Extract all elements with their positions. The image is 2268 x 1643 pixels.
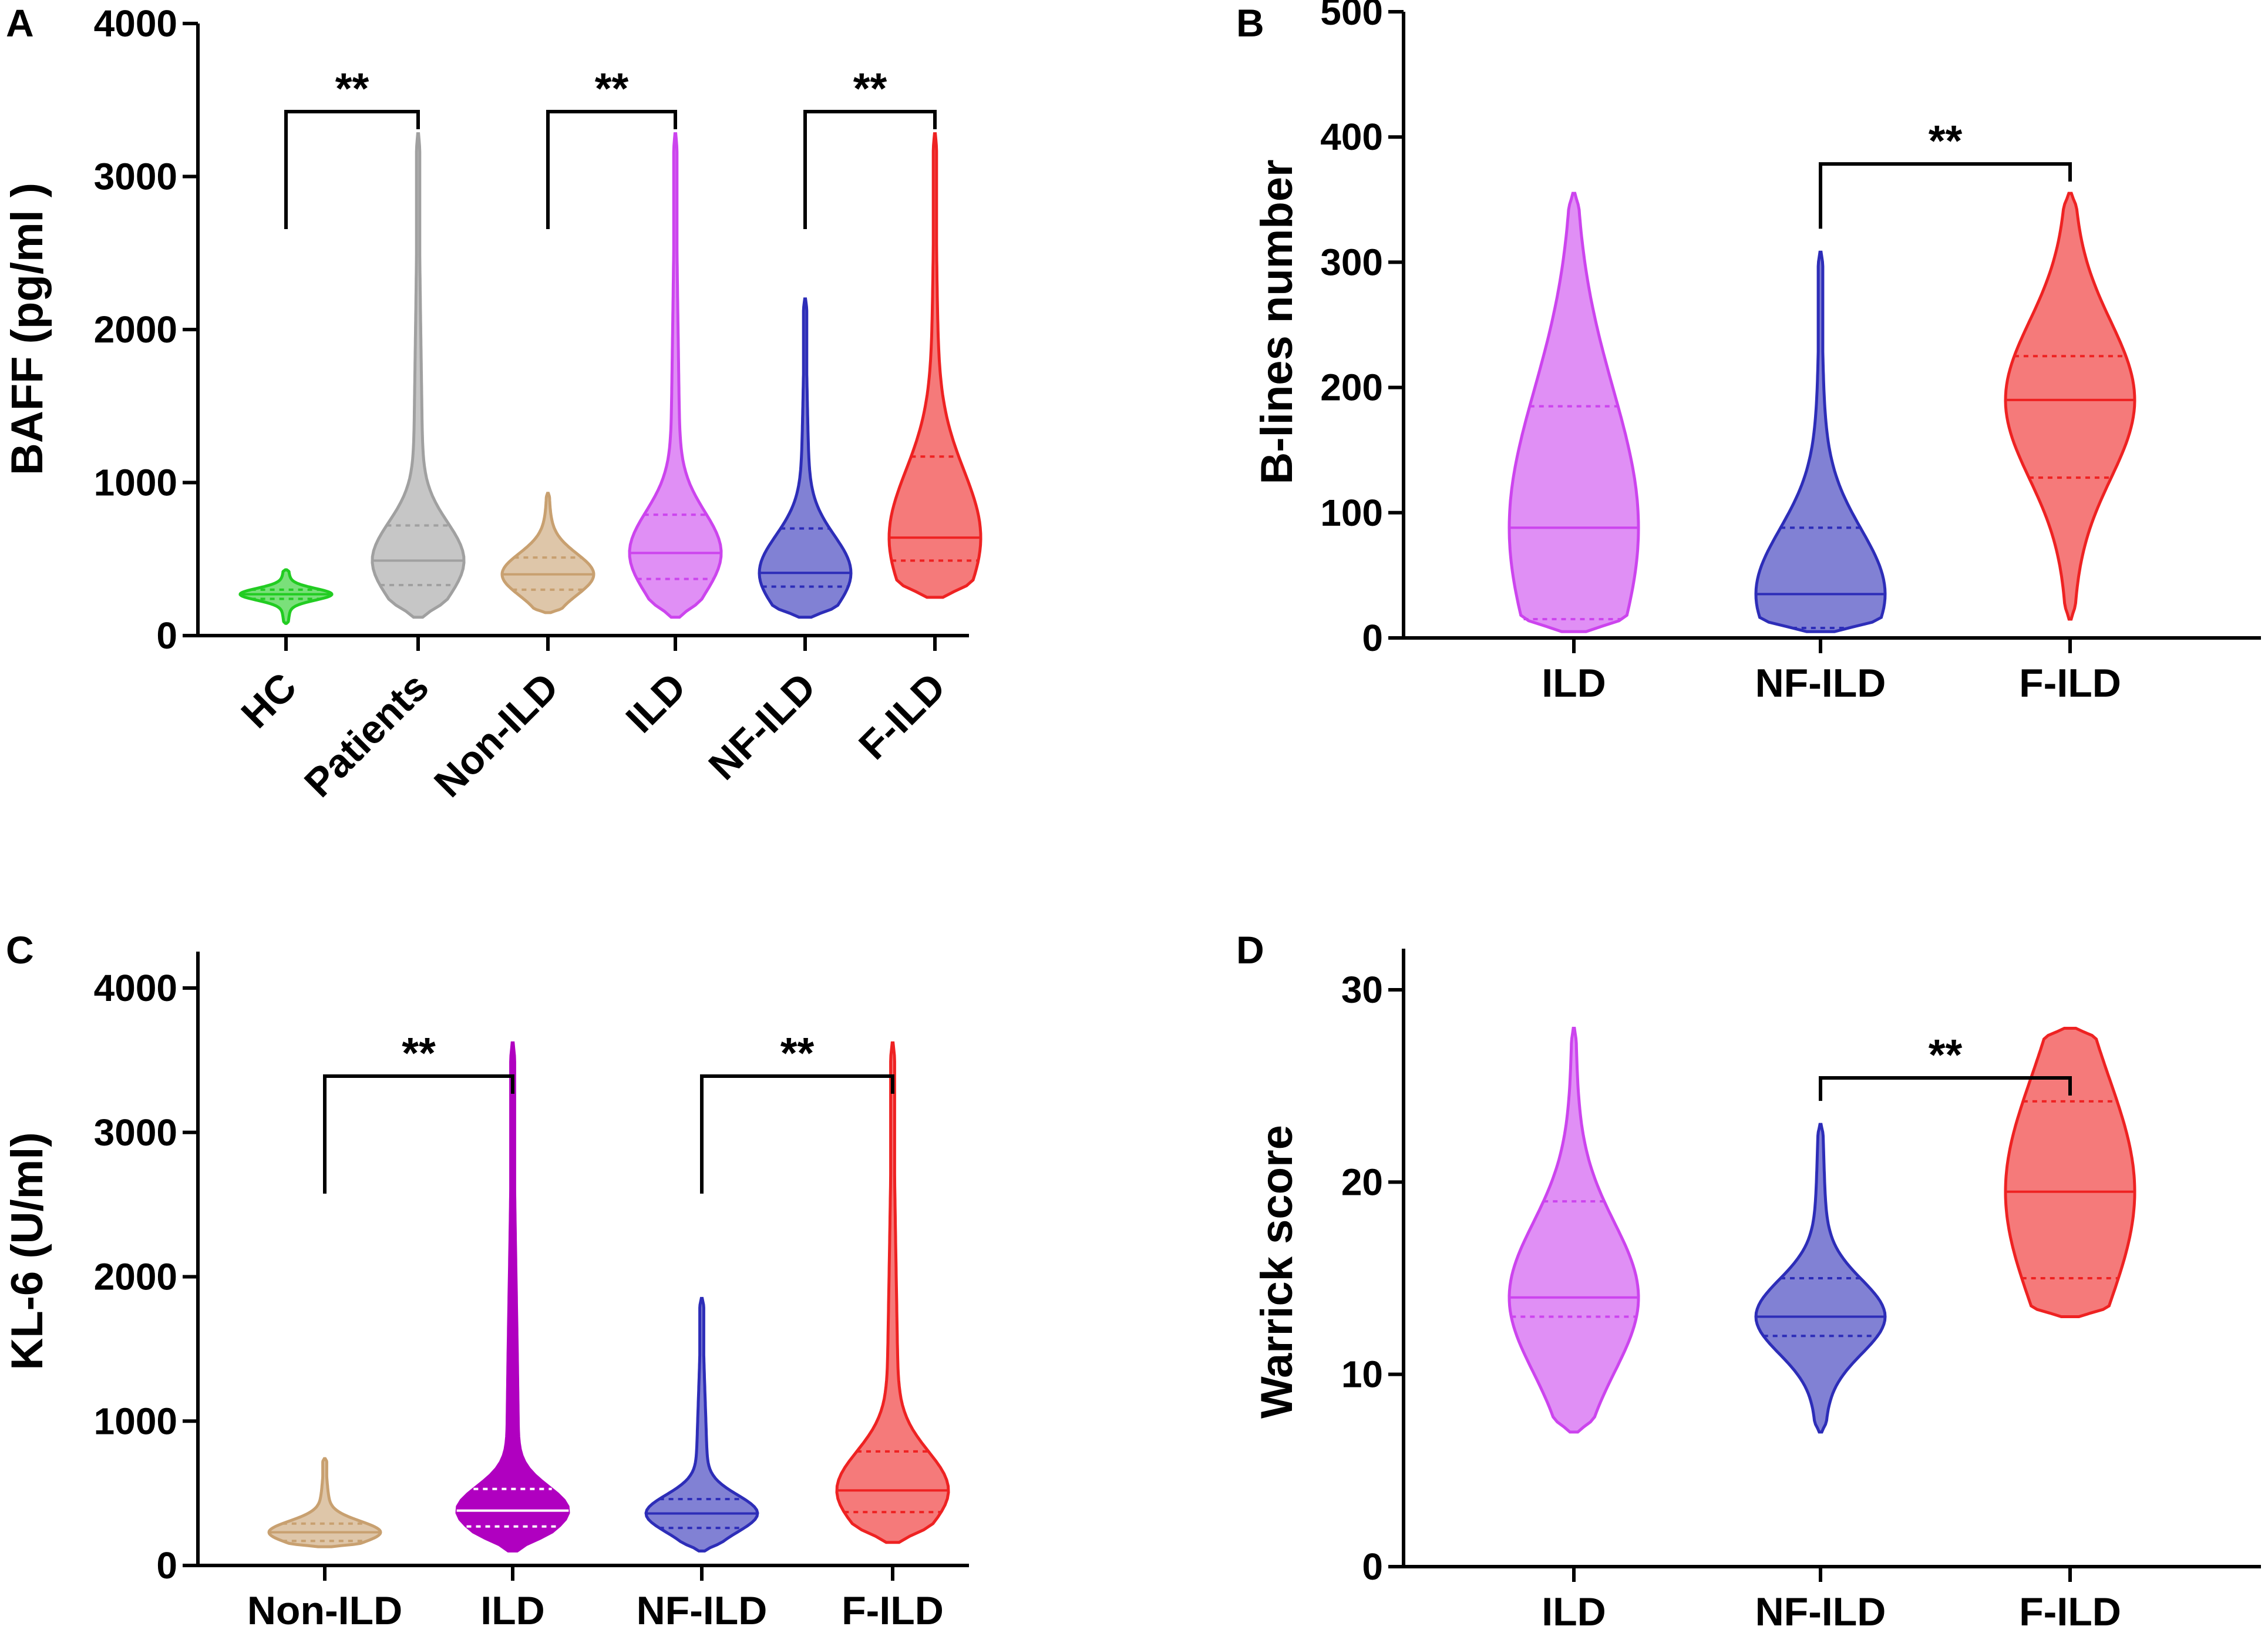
x-tick-label: NF-ILD: [637, 1588, 768, 1633]
violin-patients: [371, 132, 466, 619]
violin-ild: [455, 1041, 570, 1553]
y-tick-label: 0: [156, 1544, 177, 1587]
y-ticks-c: 0 1000 2000 3000 4000: [94, 967, 198, 1587]
violin-ild: [1507, 191, 1640, 633]
significance-bracket: [546, 110, 677, 229]
x-tick-label: ILD: [617, 664, 694, 741]
x-ticks-b: ILD NF-ILD F-ILD: [1542, 638, 2121, 705]
significance-bracket: [1819, 1076, 2072, 1101]
violin-nf-ild: [758, 297, 853, 619]
panel-letter-c: C: [6, 928, 34, 972]
violin-nf-ild: [1754, 250, 1887, 633]
significance-label: **: [853, 64, 887, 113]
y-tick-label: 400: [1320, 116, 1383, 158]
significance-brackets-a: ** ** **: [284, 64, 937, 229]
x-tick-label: ILD: [1542, 1590, 1606, 1634]
y-tick-label: 300: [1320, 241, 1383, 283]
significance-label: **: [335, 64, 369, 113]
y-tick-label: 4000: [94, 2, 177, 45]
significance-bracket: [700, 1074, 894, 1194]
y-tick-label: 3000: [94, 1111, 177, 1154]
significance-bracket: [1819, 162, 2072, 229]
violin-f-ild: [887, 132, 982, 599]
panel-b: B B-lines number 0 100 200 300 400 500 ** ILD…: [1236, 0, 2261, 705]
violin-non-ild: [500, 492, 595, 614]
x-tick-label: NF-ILD: [700, 664, 824, 788]
panel-d: D Warrick score 0 10 20 30 ** ILD NF-ILD F-IL…: [1236, 928, 2261, 1634]
y-tick-label: 10: [1341, 1353, 1383, 1396]
panel-letter-d: D: [1236, 928, 1264, 972]
x-tick-label: Non-ILD: [247, 1588, 402, 1633]
significance-brackets-d: **: [1819, 1030, 2072, 1101]
significance-label: **: [1929, 1030, 1963, 1079]
y-tick-label: 200: [1320, 367, 1383, 409]
y-tick-label: 2000: [94, 308, 177, 351]
significance-bracket: [803, 110, 937, 229]
x-tick-label: F-ILD: [2019, 1590, 2121, 1634]
x-tick-label: F-ILD: [2019, 661, 2121, 705]
y-ticks-b: 0 100 200 300 400 500: [1320, 0, 1404, 659]
x-tick-label: F-ILD: [850, 664, 954, 768]
significance-bracket: [323, 1074, 514, 1194]
significance-brackets-b: **: [1819, 116, 2072, 229]
x-tick-label: F-ILD: [842, 1588, 944, 1633]
violin-nf-ild: [644, 1296, 759, 1553]
panel-c: C KL-6 (U/ml) 0 1000 2000 3000 4000 ** ** Non…: [2, 928, 969, 1633]
violin-f-ild: [2004, 1027, 2136, 1318]
x-tick-label: NF-ILD: [1755, 661, 1886, 705]
violins-a: [238, 132, 982, 625]
y-tick-label: 1000: [94, 462, 177, 504]
violins-c: [267, 1041, 950, 1553]
y-tick-label: 30: [1341, 969, 1383, 1011]
significance-label: **: [780, 1029, 815, 1077]
significance-label: **: [402, 1029, 436, 1077]
y-tick-label: 0: [1362, 1545, 1383, 1588]
x-tick-label: Patients: [296, 664, 438, 806]
panel-letter-b: B: [1236, 1, 1264, 45]
y-axis-title-a: BAFF (pg/ml ): [2, 183, 52, 475]
y-tick-label: 20: [1341, 1161, 1383, 1203]
y-tick-label: 0: [1362, 617, 1383, 659]
x-tick-label: ILD: [1542, 661, 1606, 705]
x-tick-label: Non-ILD: [426, 664, 567, 806]
significance-brackets-c: ** **: [323, 1029, 894, 1194]
significance-bracket: [284, 110, 420, 229]
y-tick-label: 100: [1320, 492, 1383, 534]
y-ticks-a: 0 1000 2000 3000 4000: [94, 2, 198, 657]
y-tick-label: 500: [1320, 0, 1383, 33]
x-tick-label: ILD: [480, 1588, 545, 1633]
y-axis-title-b: B-lines number: [1252, 159, 1302, 484]
x-tick-label: NF-ILD: [1755, 1590, 1886, 1634]
y-tick-label: 4000: [94, 967, 177, 1009]
violin-hc: [238, 568, 334, 625]
x-ticks-d: ILD NF-ILD F-ILD: [1542, 1567, 2121, 1634]
violin-ild: [628, 132, 723, 619]
y-axis-title-c: KL-6 (U/ml): [2, 1132, 52, 1370]
violins-d: [1507, 1027, 2136, 1434]
y-ticks-d: 0 10 20 30: [1341, 969, 1404, 1588]
significance-label: **: [1929, 116, 1963, 165]
significance-label: **: [595, 64, 629, 113]
violin-ild: [1507, 1027, 1640, 1434]
x-tick-label: HC: [233, 664, 305, 737]
violins-b: [1507, 191, 2136, 633]
y-tick-label: 3000: [94, 156, 177, 198]
y-axis-title-d: Warrick score: [1252, 1125, 1302, 1419]
violin-non-ild: [267, 1457, 382, 1548]
violin-f-ild: [835, 1041, 950, 1544]
panel-letter-a: A: [6, 1, 34, 45]
y-tick-label: 2000: [94, 1256, 177, 1298]
violin-f-ild: [2004, 191, 2136, 621]
y-tick-label: 1000: [94, 1400, 177, 1442]
x-ticks-c: Non-ILD ILD NF-ILD F-ILD: [247, 1565, 944, 1633]
y-tick-label: 0: [156, 614, 177, 657]
